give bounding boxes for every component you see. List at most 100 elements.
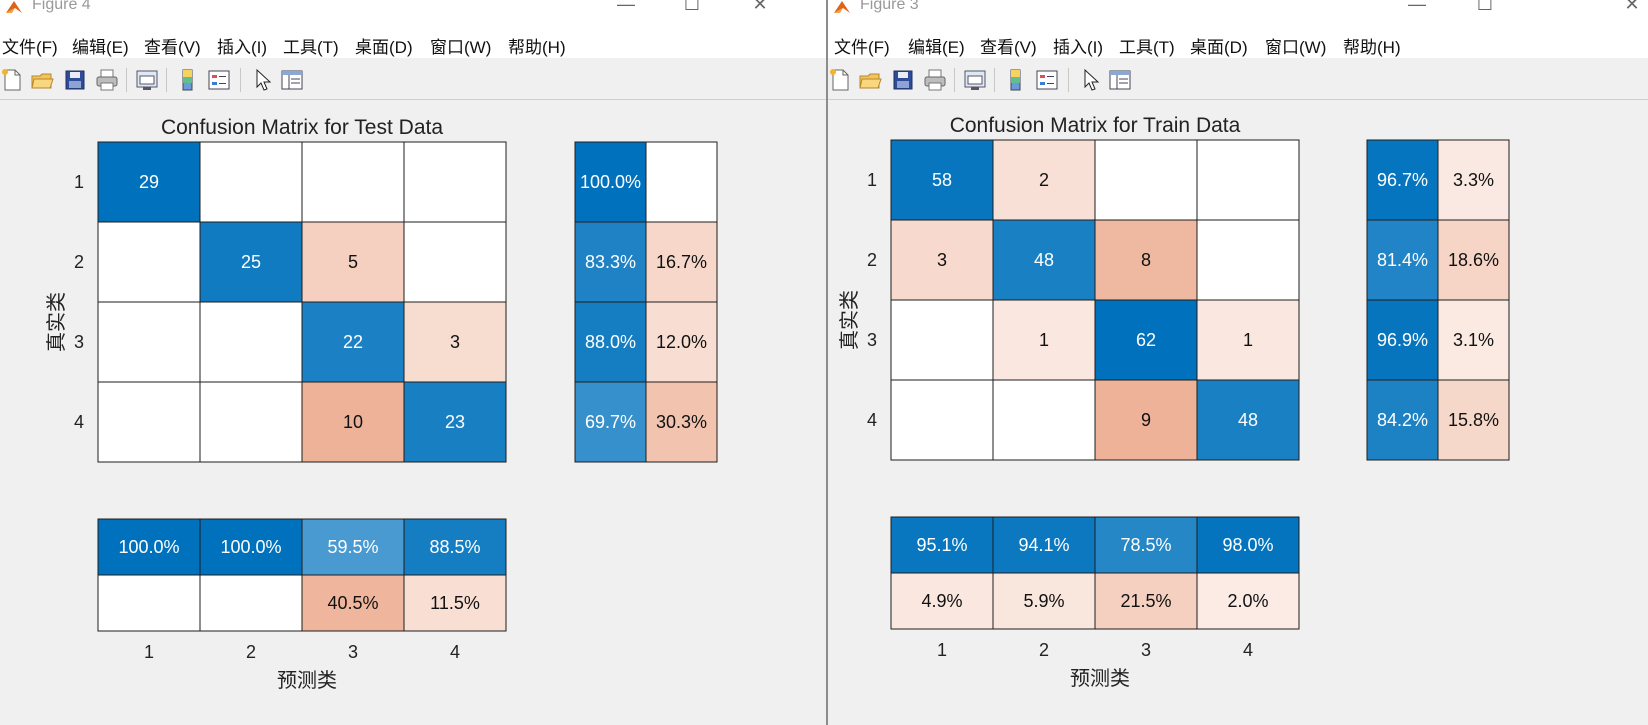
legend-icon-part bbox=[212, 75, 217, 78]
row-summary-cell bbox=[1437, 379, 1510, 461]
menu-bar: 文件(F) 编辑(E) 查看(V) 插入(I) 工具(T) 桌面(D) 窗口(W… bbox=[0, 28, 826, 58]
menu-desktop[interactable]: 桌面(D) bbox=[1190, 38, 1248, 57]
x-tick-label: 4 bbox=[450, 642, 460, 662]
open-folder-icon[interactable] bbox=[29, 67, 55, 93]
x-axis-label: 预测类 bbox=[1070, 666, 1130, 690]
matrix-cell bbox=[1196, 299, 1300, 381]
matrix-cell-value: 48 bbox=[1238, 410, 1258, 430]
colorbar-icon[interactable] bbox=[1002, 67, 1028, 93]
matrix-cell bbox=[301, 301, 405, 383]
row-summary-value: 83.3% bbox=[585, 252, 636, 272]
link-figure-icon[interactable] bbox=[134, 67, 160, 93]
x-tick-label: 2 bbox=[1039, 640, 1049, 660]
pointer-icon[interactable] bbox=[249, 67, 275, 93]
menu-tools[interactable]: 工具(T) bbox=[283, 38, 339, 57]
menu-window[interactable]: 窗口(W) bbox=[1265, 38, 1327, 57]
legend-icon[interactable] bbox=[206, 67, 232, 93]
legend-icon[interactable] bbox=[1034, 67, 1060, 93]
maximize-icon[interactable]: ☐ bbox=[683, 0, 701, 14]
menu-view[interactable]: 查看(V) bbox=[980, 38, 1037, 57]
toolbar-separator bbox=[126, 68, 127, 92]
link-figure-icon[interactable] bbox=[962, 67, 988, 93]
save-icon[interactable] bbox=[890, 67, 916, 93]
column-summary-value: 59.5% bbox=[327, 537, 378, 557]
chart-title: Confusion Matrix for Test Data bbox=[161, 116, 443, 139]
matrix-cell bbox=[992, 379, 1096, 461]
matrix-cell bbox=[199, 221, 303, 303]
column-summary-value: 98.0% bbox=[1222, 535, 1273, 555]
matlab-logo-icon bbox=[6, 1, 22, 13]
open-folder-icon[interactable] bbox=[857, 67, 883, 93]
menu-edit[interactable]: 编辑(E) bbox=[908, 38, 965, 57]
title-bar: Figure 4 — ☐ ✕ bbox=[0, 0, 826, 28]
column-summary-cell bbox=[890, 572, 994, 630]
row-summary-value: 18.6% bbox=[1448, 250, 1499, 270]
x-tick-label: 3 bbox=[348, 642, 358, 662]
row-summary-value: 100.0% bbox=[580, 172, 641, 192]
menu-window[interactable]: 窗口(W) bbox=[430, 38, 492, 57]
column-summary-cell bbox=[301, 574, 405, 632]
toolbar-separator bbox=[240, 68, 241, 92]
row-summary-cell bbox=[645, 381, 718, 463]
pointer-icon-part bbox=[256, 68, 272, 91]
matrix-cell bbox=[1094, 139, 1198, 221]
row-summary-cell bbox=[1437, 139, 1510, 221]
link-figure-icon-part bbox=[967, 75, 983, 85]
new-file-icon[interactable] bbox=[828, 67, 853, 93]
menu-file[interactable]: 文件(F) bbox=[2, 38, 58, 57]
property-inspector-icon-part bbox=[1110, 71, 1130, 75]
print-icon[interactable] bbox=[922, 67, 948, 93]
new-file-icon[interactable] bbox=[0, 67, 25, 93]
open-folder-icon-part bbox=[859, 78, 882, 89]
column-summary-value: 95.1% bbox=[916, 535, 967, 555]
row-summary-value: 96.9% bbox=[1377, 330, 1428, 350]
menu-help[interactable]: 帮助(H) bbox=[508, 38, 566, 57]
column-summary-cell bbox=[1094, 572, 1198, 630]
menu-edit[interactable]: 编辑(E) bbox=[72, 38, 129, 57]
save-icon[interactable] bbox=[62, 67, 88, 93]
pointer-icon[interactable] bbox=[1077, 67, 1103, 93]
menu-view[interactable]: 查看(V) bbox=[144, 38, 201, 57]
menu-desktop[interactable]: 桌面(D) bbox=[355, 38, 413, 57]
minimize-icon[interactable]: — bbox=[1408, 0, 1426, 14]
matrix-cell bbox=[199, 301, 303, 383]
column-summary-cell bbox=[403, 518, 507, 576]
print-icon[interactable] bbox=[94, 67, 120, 93]
matrix-cell bbox=[890, 219, 994, 301]
column-summary-cell bbox=[992, 516, 1096, 574]
minimize-icon[interactable]: — bbox=[617, 0, 635, 14]
colorbar-icon[interactable] bbox=[174, 67, 200, 93]
menu-file[interactable]: 文件(F) bbox=[834, 38, 890, 57]
matlab-logo-icon bbox=[834, 1, 850, 13]
x-tick-label: 2 bbox=[246, 642, 256, 662]
matrix-cell bbox=[1196, 379, 1300, 461]
y-axis-label: 真实类 bbox=[44, 292, 68, 352]
close-icon[interactable]: ✕ bbox=[1624, 0, 1640, 14]
menu-insert[interactable]: 插入(I) bbox=[1053, 38, 1104, 57]
matrix-cell bbox=[890, 299, 994, 381]
maximize-icon[interactable]: ☐ bbox=[1476, 0, 1494, 14]
figure-4-window: Figure 4 — ☐ ✕ 文件(F) 编辑(E) 查看(V) 插入(I) 工… bbox=[0, 0, 826, 692]
confusion-chart-train: Confusion Matrix for Train Data 58 2 3 48 8 1 6… bbox=[837, 114, 1510, 690]
matrix-cell bbox=[890, 379, 994, 461]
column-summary-value: 4.9% bbox=[921, 591, 962, 611]
menu-insert[interactable]: 插入(I) bbox=[217, 38, 268, 57]
property-inspector-icon[interactable] bbox=[1107, 67, 1133, 93]
menu-help[interactable]: 帮助(H) bbox=[1343, 38, 1401, 57]
matrix-cell-value: 10 bbox=[343, 412, 363, 432]
matrix-cell-value: 22 bbox=[343, 332, 363, 352]
window-title: Figure 3 bbox=[860, 0, 919, 13]
column-summary-value: 2.0% bbox=[1227, 591, 1268, 611]
chart-title: Confusion Matrix for Train Data bbox=[950, 114, 1241, 137]
menu-tools[interactable]: 工具(T) bbox=[1119, 38, 1175, 57]
toolbar-separator bbox=[954, 68, 955, 92]
property-inspector-icon[interactable] bbox=[279, 67, 305, 93]
matrix-cell-value: 58 bbox=[932, 170, 952, 190]
link-figure-icon-part bbox=[971, 87, 979, 90]
close-icon[interactable]: ✕ bbox=[752, 0, 768, 14]
x-axis-label: 预测类 bbox=[277, 668, 337, 692]
save-icon-part bbox=[69, 81, 81, 88]
y-tick-label: 3 bbox=[74, 332, 84, 352]
column-summary-cell bbox=[97, 574, 201, 632]
row-summary-cell bbox=[645, 141, 718, 223]
